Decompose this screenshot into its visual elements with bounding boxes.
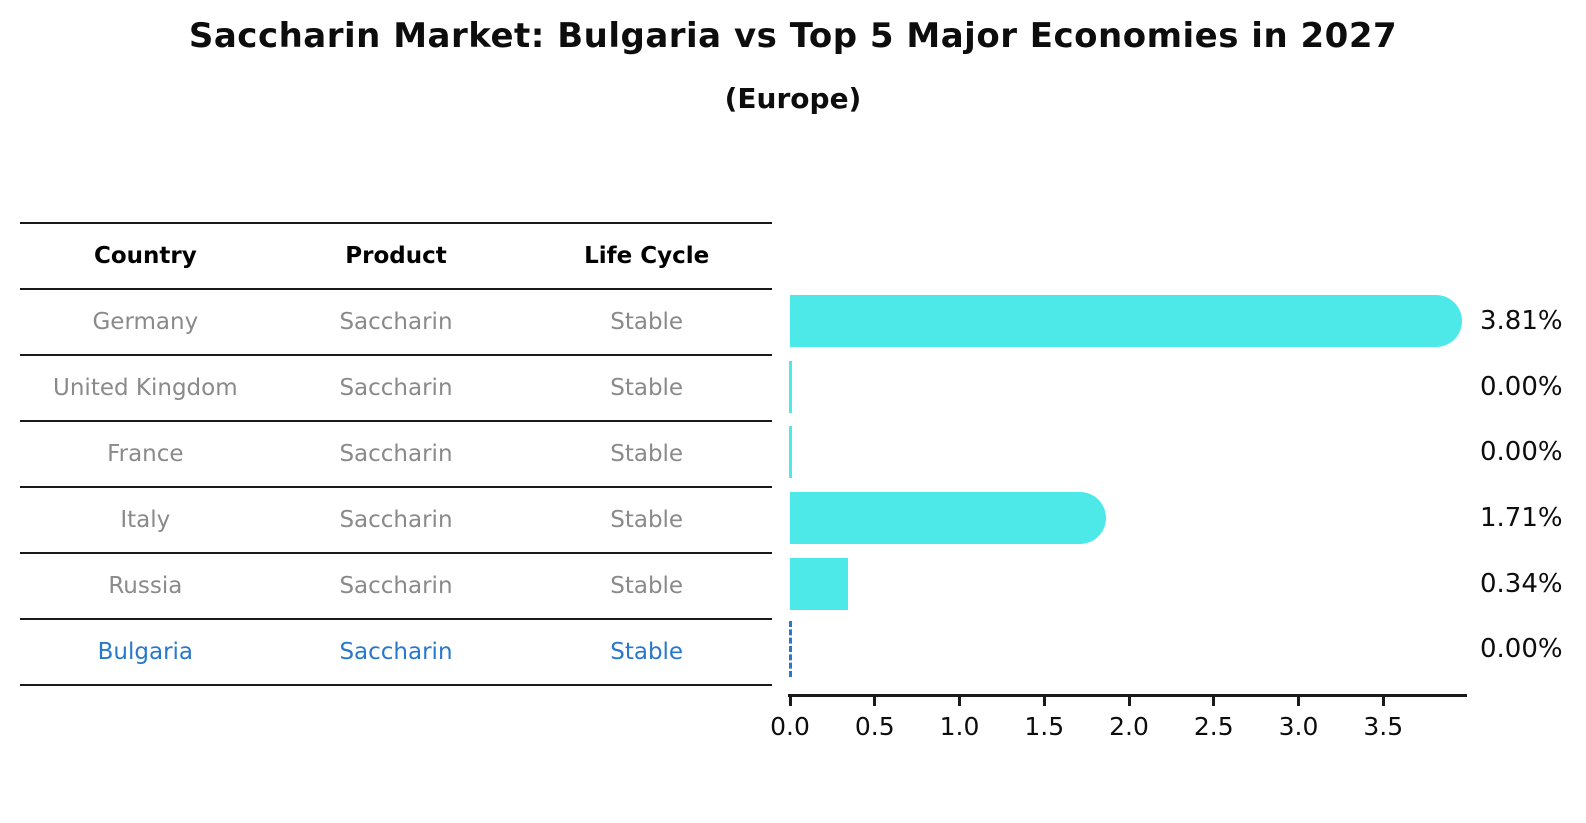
x-axis-tick bbox=[1381, 697, 1385, 706]
x-axis-tick bbox=[873, 697, 877, 706]
x-axis-tick bbox=[958, 697, 961, 706]
column-header-product: Product bbox=[345, 243, 447, 269]
x-axis-tick bbox=[1212, 697, 1216, 706]
x-axis-tick-label: 3.0 bbox=[1278, 712, 1319, 741]
bar-russia bbox=[790, 557, 848, 610]
table-row: Germany Saccharin Stable bbox=[20, 290, 772, 356]
bar-value-label: 1.71% bbox=[1480, 503, 1563, 533]
x-axis-tick-label: 1.0 bbox=[939, 712, 980, 741]
x-axis-tick-label: 0.5 bbox=[854, 712, 895, 741]
x-axis-tick-label: 2.0 bbox=[1109, 712, 1149, 741]
table-row: Italy Saccharin Stable bbox=[20, 488, 772, 554]
life-cycle-cell: Stable bbox=[610, 639, 684, 665]
chart-title: Saccharin Market: Bulgaria vs Top 5 Majo… bbox=[188, 16, 1398, 56]
bar-value-label: 0.34% bbox=[1480, 568, 1563, 599]
bar-value-label: 3.81% bbox=[1480, 306, 1563, 336]
table-header-row: Country Product Life Cycle bbox=[20, 224, 772, 290]
column-header-country: Country bbox=[93, 243, 197, 269]
bar-germany bbox=[790, 295, 1462, 347]
chart-subtitle: (Europe) bbox=[724, 82, 862, 115]
x-axis-tick-label: 1.5 bbox=[1024, 712, 1065, 741]
table-row: Bulgaria Saccharin Stable bbox=[20, 620, 772, 686]
zero-bar-france bbox=[789, 426, 792, 478]
x-axis-tick bbox=[1042, 697, 1046, 706]
bar-value-label: 0.00% bbox=[1480, 371, 1563, 402]
country-cell: Russia bbox=[108, 573, 183, 599]
country-cell: Germany bbox=[92, 309, 199, 335]
zero-bar-united-kingdom bbox=[789, 360, 792, 413]
table-body: Germany Saccharin Stable United Kingdom Sacc… bbox=[20, 290, 772, 686]
life-cycle-cell: Stable bbox=[610, 573, 684, 599]
product-cell: Saccharin bbox=[339, 309, 453, 335]
life-cycle-cell: Stable bbox=[610, 507, 684, 533]
life-cycle-cell: Stable bbox=[610, 309, 684, 335]
x-axis-tick bbox=[1127, 697, 1131, 706]
x-axis-tick bbox=[1297, 697, 1300, 706]
x-axis-tick-label: 0.0 bbox=[770, 712, 810, 741]
country-cell: Bulgaria bbox=[97, 639, 194, 665]
country-cell: France bbox=[107, 441, 184, 467]
country-cell: Italy bbox=[120, 507, 171, 533]
x-axis-tick-label: 2.5 bbox=[1193, 712, 1234, 741]
zero-bar-bulgaria bbox=[789, 621, 792, 677]
x-axis-tick-label: 3.5 bbox=[1363, 712, 1404, 741]
product-cell: Saccharin bbox=[339, 375, 453, 401]
life-cycle-cell: Stable bbox=[610, 441, 684, 467]
table-row: Russia Saccharin Stable bbox=[20, 554, 772, 620]
product-cell: Saccharin bbox=[339, 441, 453, 467]
bar-value-label: 0.00% bbox=[1480, 634, 1563, 664]
x-axis-line bbox=[788, 694, 1467, 697]
bar-value-label: 0.00% bbox=[1480, 437, 1563, 467]
life-cycle-cell: Stable bbox=[610, 375, 684, 401]
product-cell: Saccharin bbox=[339, 639, 453, 665]
x-axis-tick bbox=[788, 697, 792, 706]
country-cell: United Kingdom bbox=[53, 375, 238, 401]
bar-italy bbox=[790, 492, 1106, 544]
product-cell: Saccharin bbox=[339, 573, 453, 599]
data-table: Country Product Life Cycle Germany Saccha… bbox=[20, 222, 772, 686]
table-row: United Kingdom Saccharin Stable bbox=[20, 356, 772, 422]
column-header-life-cycle: Life Cycle bbox=[584, 243, 710, 269]
product-cell: Saccharin bbox=[339, 507, 453, 533]
table-row: France Saccharin Stable bbox=[20, 422, 772, 488]
